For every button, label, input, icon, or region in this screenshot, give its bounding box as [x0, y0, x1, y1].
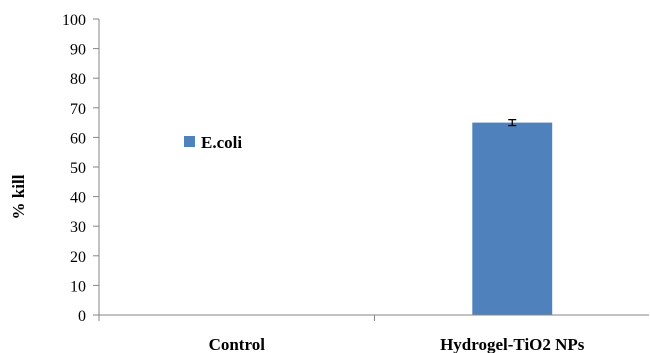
y-tick-label: 60 [70, 130, 86, 147]
legend: E.coli [184, 133, 242, 152]
x-category-label: Control [209, 335, 266, 353]
y-tick-label: 30 [70, 219, 86, 236]
y-tick-label: 20 [70, 249, 86, 266]
bars [472, 122, 553, 315]
y-tick-label: 10 [70, 278, 86, 295]
y-tick-label: 100 [62, 12, 86, 29]
legend-label-e-coli: E.coli [201, 133, 242, 152]
legend-swatch-e-coli [184, 136, 195, 147]
x-axis-ticks: Control Hydrogel-TiO2 NPs [98, 315, 585, 353]
y-axis-title: % kill [9, 174, 28, 219]
y-tick-label: 80 [70, 71, 86, 88]
y-tick-label: 90 [70, 42, 86, 59]
y-axis-title-group: % kill [9, 174, 28, 219]
bar-hydrogel-tio2-nps [472, 122, 553, 315]
error-bars [508, 118, 517, 127]
y-tick-label: 70 [70, 101, 86, 118]
y-axis-ticks: 0 10 20 30 40 50 60 70 80 90 100 [62, 12, 99, 325]
y-tick-label: 0 [78, 308, 86, 325]
x-category-label: Hydrogel-TiO2 NPs [440, 335, 585, 353]
y-tick-label: 50 [70, 160, 86, 177]
y-tick-label: 40 [70, 190, 86, 207]
